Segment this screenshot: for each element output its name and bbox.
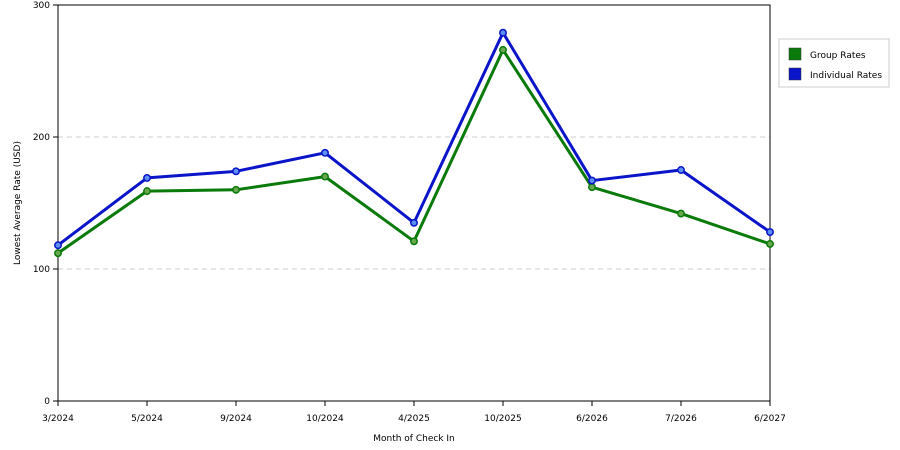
data-point[interactable] — [410, 218, 418, 227]
x-tick-label: 5/2024 — [131, 414, 163, 424]
x-axis-label: Month of Check In — [373, 434, 455, 444]
data-point[interactable] — [588, 183, 596, 192]
x-tick-label: 4/2025 — [398, 414, 430, 424]
data-point[interactable] — [232, 185, 240, 194]
plot-area — [57, 4, 771, 402]
y-axis: 0 100 200 300 — [33, 1, 58, 407]
legend-label: Individual Rates — [810, 71, 882, 81]
x-tick-label: 6/2026 — [576, 414, 608, 424]
data-point[interactable] — [321, 148, 329, 157]
series-individual-rates — [54, 28, 774, 250]
y-tick-label: 200 — [33, 133, 50, 143]
legend-swatch — [788, 67, 802, 81]
data-point[interactable] — [321, 172, 329, 181]
legend: Group Rates Individual Rates — [778, 38, 890, 88]
data-point[interactable] — [677, 209, 685, 218]
x-tick-label: 9/2024 — [220, 414, 252, 424]
data-point[interactable] — [766, 239, 774, 248]
series-layer — [54, 28, 774, 258]
data-point[interactable] — [499, 28, 507, 37]
y-tick-label: 100 — [33, 265, 50, 275]
series-line — [57, 31, 771, 247]
data-point[interactable] — [499, 45, 507, 54]
series-group-rates — [54, 45, 774, 258]
legend-label: Group Rates — [810, 51, 866, 61]
data-point[interactable] — [588, 176, 596, 185]
x-tick-label: 6/2027 — [754, 414, 786, 424]
data-point[interactable] — [143, 173, 151, 182]
x-tick-label: 3/2024 — [42, 414, 74, 424]
data-point[interactable] — [54, 249, 62, 258]
legend-swatch — [788, 47, 802, 61]
data-point[interactable] — [410, 237, 418, 246]
y-tick-label: 300 — [33, 1, 50, 11]
data-point[interactable] — [677, 166, 685, 174]
data-point[interactable] — [54, 241, 62, 250]
data-point[interactable] — [232, 167, 240, 176]
data-point[interactable] — [766, 228, 774, 236]
data-point[interactable] — [143, 187, 151, 196]
x-tick-label: 10/2025 — [484, 414, 521, 424]
y-axis-label: Lowest Average Rate (USD) — [13, 141, 23, 265]
y-tick-label: 0 — [44, 397, 50, 407]
grid-lines — [58, 136, 770, 270]
x-tick-label: 7/2026 — [665, 414, 697, 424]
x-tick-label: 10/2024 — [306, 414, 344, 424]
x-axis: 3/2024 5/2024 9/2024 10/2024 4/2025 10/2025 6/… — [42, 401, 786, 424]
